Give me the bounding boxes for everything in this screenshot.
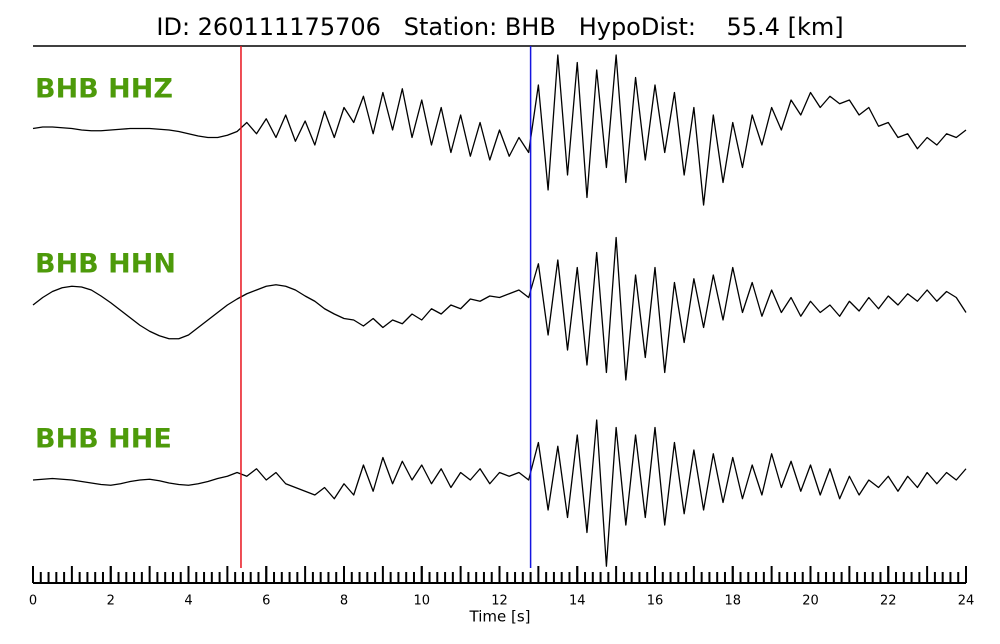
x-tick-label: 12 [491, 594, 508, 609]
x-tick-label: 2 [107, 594, 115, 609]
x-tick-label: 10 [413, 594, 430, 609]
x-tick-label: 4 [184, 594, 192, 609]
x-tick-label: 16 [647, 594, 664, 609]
x-axis-label: Time [s] [469, 608, 531, 626]
waveform [32, 54, 967, 206]
x-tick-label: 22 [880, 594, 897, 609]
x-tick-label: 8 [340, 594, 348, 609]
x-tick-label: 18 [724, 594, 741, 609]
x-tick-label: 0 [29, 594, 37, 609]
x-tick-label: 20 [802, 594, 819, 609]
waveform [32, 236, 967, 381]
trace-label: BHB HHE [35, 424, 172, 455]
x-tick-label: 24 [958, 594, 975, 609]
x-tick-label: 14 [569, 594, 586, 609]
x-tick-label: 6 [262, 594, 270, 609]
trace-label: BHB HHN [35, 249, 176, 280]
trace-label: BHB HHZ [35, 74, 173, 105]
chart-title: ID: 260111175706 Station: BHB HypoDist: … [156, 13, 843, 41]
waveform [32, 419, 967, 567]
